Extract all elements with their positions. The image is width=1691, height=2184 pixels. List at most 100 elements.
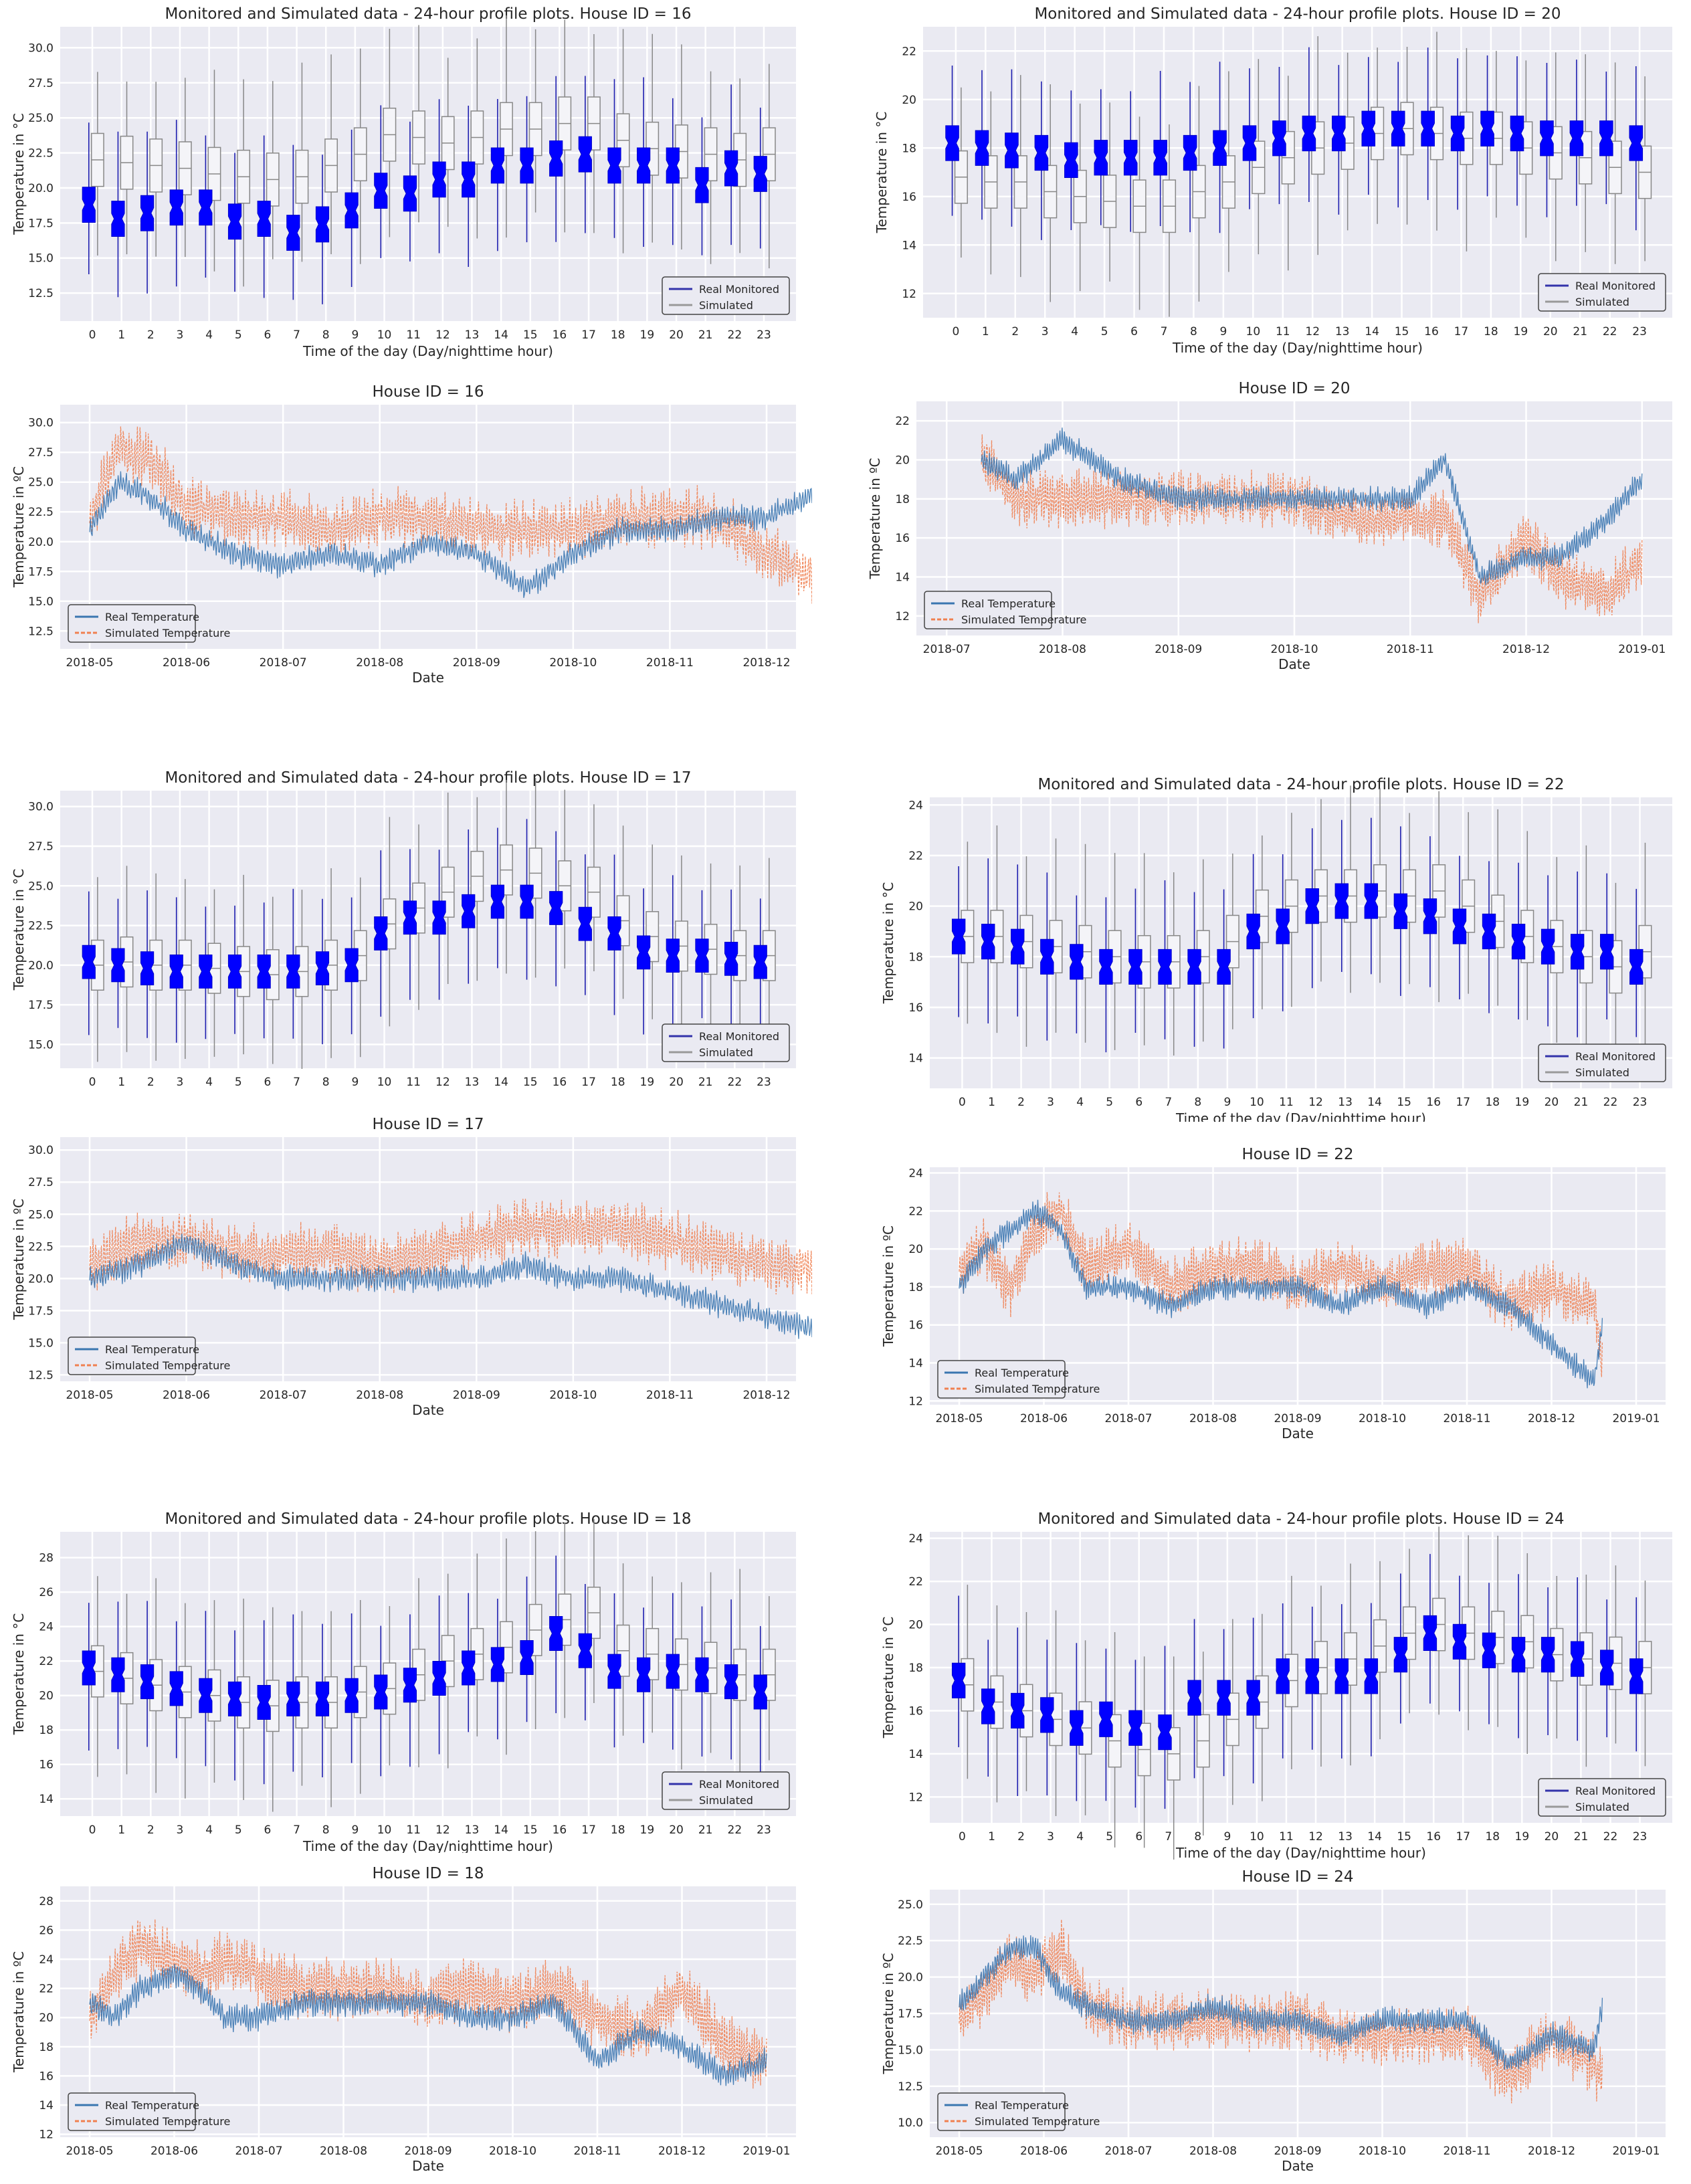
y-tick-label: 24: [39, 1953, 54, 1967]
real-box: [403, 900, 417, 935]
x-tick-label: 2018-12: [742, 656, 790, 670]
x-tick-label: 2018-09: [453, 656, 500, 670]
x-tick-label: 19: [1515, 1830, 1530, 1844]
x-tick-label: 14: [494, 1823, 508, 1837]
x-tick-label: 2: [147, 1076, 155, 1089]
x-tick-label: 3: [177, 1823, 184, 1837]
real-box: [1123, 140, 1138, 176]
y-tick-label: 30.0: [28, 41, 54, 55]
y-tick-label: 20.0: [28, 182, 54, 195]
y-tick-label: 25.0: [28, 112, 54, 125]
y-tick-label: 12.5: [28, 1369, 54, 1382]
y-tick-label: 14: [908, 1357, 923, 1371]
real-box: [549, 1615, 563, 1651]
x-tick-label: 5: [235, 1076, 242, 1089]
x-tick-label: 1: [982, 325, 989, 338]
x-tick-label: 21: [1573, 325, 1587, 338]
x-tick-label: 23: [757, 1076, 771, 1089]
x-tick-label: 1: [118, 328, 125, 342]
x-tick-label: 21: [1574, 1830, 1589, 1844]
real-box: [1034, 134, 1049, 171]
x-tick-label: 16: [553, 1076, 567, 1089]
real-box: [666, 938, 680, 973]
x-tick-label: 20: [669, 1823, 684, 1837]
x-tick-label: 11: [1279, 1096, 1294, 1109]
y-axis-label: Temperature in °C: [874, 112, 890, 234]
x-axis-label: Time of the day (Day/nighttime hour): [1175, 1845, 1426, 1860]
real-box: [637, 1657, 651, 1692]
x-tick-label: 2018-08: [356, 1389, 403, 1402]
y-tick-label: 16: [895, 532, 910, 545]
x-tick-label: 10: [1250, 1830, 1264, 1844]
real-box: [724, 1664, 738, 1700]
real-box: [1334, 883, 1349, 919]
x-tick-label: 12: [435, 328, 450, 342]
x-tick-label: 17: [1456, 1830, 1470, 1844]
x-tick-label: 2018-05: [935, 2145, 983, 2158]
x-tick-label: 22: [1603, 1096, 1618, 1109]
x-tick-label: 22: [728, 1076, 742, 1089]
real-box: [82, 1650, 96, 1686]
x-tick-label: 14: [494, 328, 508, 342]
chart-title: House ID = 17: [372, 1116, 484, 1133]
real-box: [344, 1678, 359, 1713]
x-tick-label: 14: [1367, 1830, 1382, 1844]
y-axis-label: Temperature in ºC: [11, 1199, 27, 1320]
y-tick-label: 28: [39, 1552, 54, 1565]
x-tick-label: 2018-08: [356, 656, 403, 670]
x-tick-label: 2019-01: [1612, 1412, 1660, 1425]
chart-legend: [662, 1023, 790, 1062]
x-tick-label: 13: [465, 1823, 480, 1837]
chart-title: House ID = 20: [1238, 380, 1350, 397]
real-box: [169, 1671, 183, 1706]
x-tick-label: 14: [1365, 325, 1379, 338]
x-tick-label: 2018-05: [66, 656, 113, 670]
y-tick-label: 15.0: [28, 252, 54, 266]
real-box: [462, 161, 476, 198]
x-tick-label: 20: [1543, 325, 1558, 338]
y-tick-label: 18: [39, 1724, 54, 1737]
y-tick-label: 12: [902, 288, 916, 301]
box-panel-house-17: 15.0 17.5 20.0 22.5 25.0 27.5 30.0 Monitored an…: [0, 771, 812, 1112]
chart-title: House ID = 24: [1241, 1868, 1353, 1886]
y-tick-label: 22.5: [28, 920, 54, 933]
x-tick-label: 22: [728, 1823, 742, 1837]
y-tick-label: 22.5: [28, 506, 54, 519]
real-box: [1482, 1632, 1496, 1668]
real-box: [111, 1657, 125, 1692]
plot-area: [60, 791, 796, 1068]
x-axis-label: Time of the day (Day/nighttime hour): [302, 343, 553, 359]
x-tick-label: 2018-11: [646, 1389, 694, 1402]
y-tick-label: 28: [39, 1895, 54, 1908]
x-tick-label: 2018-09: [1274, 2145, 1321, 2158]
y-tick-label: 18: [895, 493, 910, 506]
real-box: [666, 147, 680, 184]
chart-legend: [924, 591, 1052, 629]
chart-title: Monitored and Simulated data - 24-hour p…: [165, 771, 691, 787]
x-tick-label: 7: [1165, 1096, 1172, 1109]
real-box: [578, 1633, 592, 1668]
x-tick-label: 16: [1426, 1096, 1441, 1109]
y-tick-label: 24: [908, 1532, 923, 1546]
legend-label: Simulated: [699, 1794, 753, 1807]
y-tick-label: 17.5: [28, 999, 54, 1012]
chart-title: House ID = 18: [372, 1865, 484, 1882]
real-box: [1183, 134, 1197, 171]
real-box: [490, 1647, 504, 1682]
y-tick-label: 27.5: [28, 840, 54, 854]
x-tick-label: 19: [1515, 1096, 1530, 1109]
real-temperature-line: [89, 1233, 812, 1339]
real-box: [286, 954, 300, 989]
x-tick-label: 0: [952, 325, 959, 338]
y-tick-label: 12: [39, 2128, 54, 2142]
chart-title: Monitored and Simulated data - 24-hour p…: [165, 5, 691, 23]
y-tick-label: 27.5: [28, 77, 54, 90]
x-tick-label: 11: [406, 1076, 421, 1089]
y-tick-label: 16: [39, 2070, 54, 2083]
x-tick-label: 22: [1603, 325, 1617, 338]
y-tick-label: 22: [895, 415, 910, 428]
real-box: [1217, 1680, 1231, 1716]
real-box: [1334, 1658, 1349, 1694]
